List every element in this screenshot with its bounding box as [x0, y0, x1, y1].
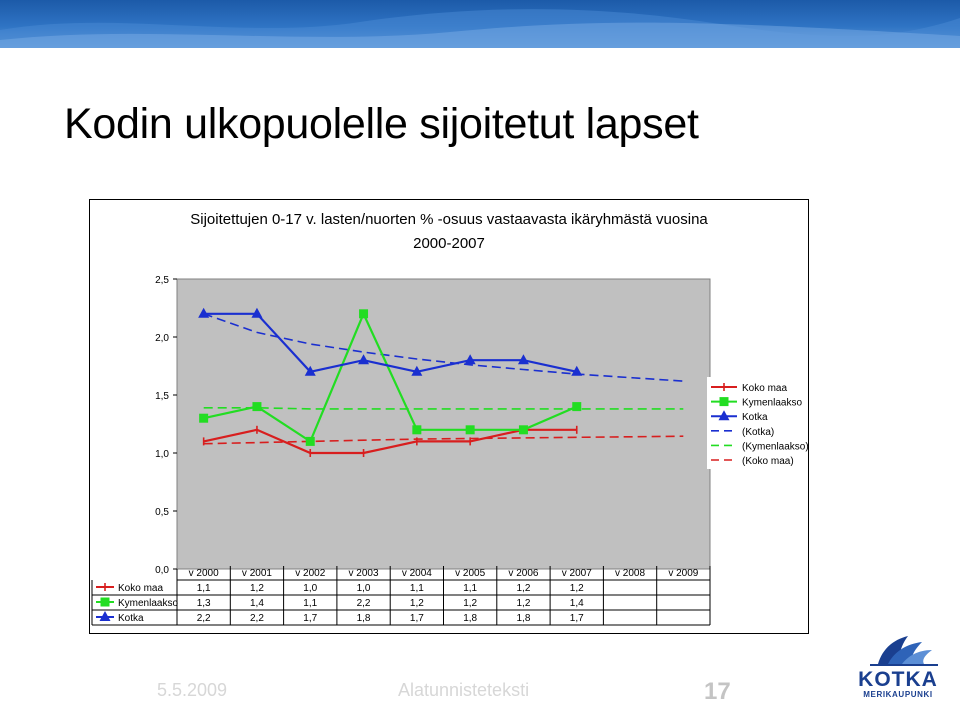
series-line-koko-maa — [203, 428, 577, 455]
trendline-kymenlaakso — [203, 407, 684, 410]
data-point-kotka — [358, 354, 370, 365]
data-point-kotka — [517, 354, 529, 365]
category-label: v 2007 — [562, 568, 592, 579]
data-point-kotka — [571, 365, 583, 376]
table-cell-kotka: 2,2 — [250, 613, 264, 624]
table-cell-kymenlaakso: 1,4 — [570, 598, 584, 609]
table-cell-kotka: 1,8 — [516, 613, 530, 624]
table-row-label-kotka: Kotka — [118, 613, 144, 624]
y-tick-label: 1,0 — [155, 449, 169, 460]
logo-subtitle: MERIKAUPUNKI — [863, 690, 933, 699]
chart-title-line-2: 2000-2007 — [413, 235, 485, 252]
data-point-kotka — [464, 354, 476, 365]
category-label: v 2008 — [615, 568, 645, 579]
chart-title-line-1: Sijoitettujen 0-17 v. lasten/nuorten % -… — [190, 211, 708, 228]
trendline-kotka — [203, 313, 684, 382]
table-cell-koko-maa: 1,0 — [357, 583, 371, 594]
slide-title: Kodin ulkopuolelle sijoitetut lapset — [64, 100, 699, 148]
page-number: 17 — [704, 678, 731, 705]
y-tick-label: 0,5 — [155, 507, 169, 518]
table-cell-koko-maa: 1,1 — [410, 583, 424, 594]
table-cell-kymenlaakso: 1,2 — [410, 598, 424, 609]
banner-waves — [0, 9, 960, 48]
table-cell-kymenlaakso: 1,4 — [250, 598, 264, 609]
data-point-kymenlaakso — [199, 413, 209, 423]
table-cell-kymenlaakso: 1,3 — [197, 598, 211, 609]
table-cell-kymenlaakso: 1,2 — [463, 598, 477, 609]
chart-frame: Sijoitettujen 0-17 v. lasten/nuorten % -… — [89, 199, 809, 634]
data-point-kymenlaakso — [572, 402, 582, 412]
table-row-label-kymenlaakso: Kymenlaakso — [118, 598, 178, 609]
y-tick-label: 1,5 — [155, 391, 169, 402]
logo-waves-icon — [870, 636, 938, 666]
category-label: v 2002 — [295, 568, 325, 579]
table-cell-kotka: 2,2 — [197, 613, 211, 624]
table-cell-kotka: 1,7 — [303, 613, 317, 624]
table-row-label-koko-maa: Koko maa — [118, 583, 163, 594]
data-point-kotka — [198, 307, 210, 318]
table-key-marker-kymenlaakso — [100, 597, 110, 607]
table-cell-koko-maa: 1,1 — [197, 583, 211, 594]
data-point-kotka — [304, 365, 316, 376]
category-label: v 2005 — [455, 568, 485, 579]
table-cell-kotka: 1,7 — [410, 613, 424, 624]
legend-label-kotka: Kotka — [742, 412, 768, 423]
table-cell-kymenlaakso: 2,2 — [357, 598, 371, 609]
table-cell-kotka: 1,8 — [357, 613, 371, 624]
y-tick-label: 2,5 — [155, 275, 169, 286]
data-point-kymenlaakso — [252, 402, 262, 412]
table-cell-koko-maa: 1,0 — [303, 583, 317, 594]
plot-area — [176, 278, 711, 570]
footer-text: Alatunnisteteksti — [398, 680, 530, 700]
legend-label-kymenlaakso: Kymenlaakso — [742, 398, 802, 409]
data-point-kymenlaakso — [465, 425, 475, 435]
footer-date: 5.5.2009 — [157, 680, 228, 700]
table-cell-koko-maa: 1,2 — [570, 583, 584, 594]
legend-label-kotka: (Kotka) — [742, 427, 774, 438]
table-key-marker-kotka — [99, 611, 111, 621]
category-label: v 2004 — [402, 568, 432, 579]
logo-name: KOTKA — [858, 668, 938, 691]
table-cell-koko-maa: 1,1 — [463, 583, 477, 594]
category-label: v 2009 — [668, 568, 698, 579]
trendline-koko-maa — [203, 435, 684, 445]
y-tick-label: 2,0 — [155, 333, 169, 344]
table-cell-kymenlaakso: 1,1 — [303, 598, 317, 609]
data-point-kymenlaakso — [412, 425, 422, 435]
legend-label-koko-maa: Koko maa — [742, 383, 787, 394]
table-cell-kotka: 1,8 — [463, 613, 477, 624]
legend-label-koko-maa: (Koko maa) — [742, 456, 794, 467]
table-cell-kotka: 1,7 — [570, 613, 584, 624]
y-tick-label: 0,0 — [155, 565, 169, 576]
line-chart: Sijoitettujen 0-17 v. lasten/nuorten % -… — [91, 211, 808, 626]
data-point-kymenlaakso — [359, 309, 369, 319]
category-label: v 2006 — [508, 568, 538, 579]
category-label: v 2000 — [189, 568, 219, 579]
data-point-kymenlaakso — [518, 425, 528, 435]
category-label: v 2003 — [349, 568, 379, 579]
data-point-kotka — [251, 307, 263, 318]
legend-label-kymenlaakso: (Kymenlaakso) — [742, 441, 808, 452]
table-cell-koko-maa: 1,2 — [250, 583, 264, 594]
data-point-kotka — [411, 365, 423, 376]
table-cell-kymenlaakso: 1,2 — [516, 598, 530, 609]
top-banner — [0, 0, 960, 48]
series-line-kymenlaakso — [203, 311, 578, 444]
table-cell-koko-maa: 1,2 — [516, 583, 530, 594]
legend-marker-kotka — [718, 410, 730, 421]
series-line-kotka — [203, 312, 578, 374]
kotka-logo: KOTKA MERIKAUPUNKI — [848, 628, 948, 699]
legend-marker-kymenlaakso — [719, 397, 729, 407]
data-point-kymenlaakso — [305, 436, 315, 446]
legend-box — [707, 377, 805, 469]
category-label: v 2001 — [242, 568, 272, 579]
